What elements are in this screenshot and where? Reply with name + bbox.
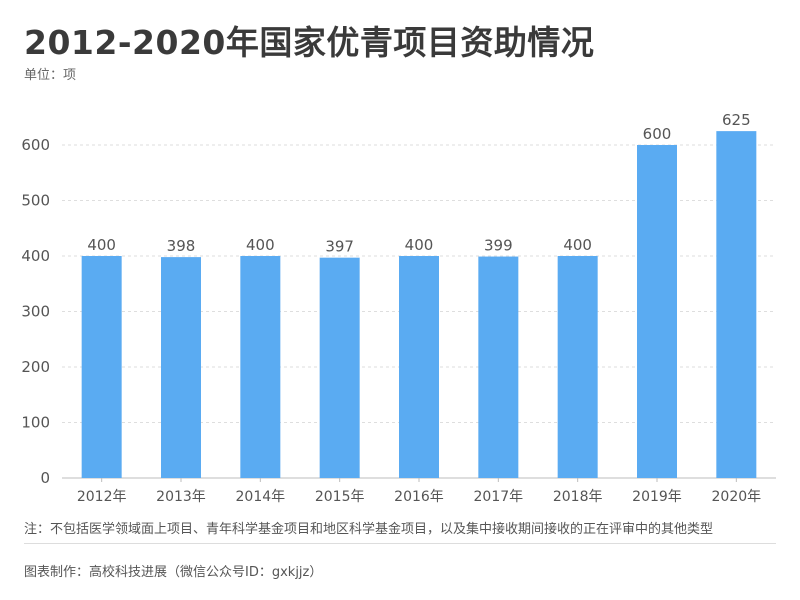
x-tick-label: 2019年: [632, 489, 682, 505]
data-label: 400: [246, 236, 275, 254]
bar: [399, 256, 439, 478]
x-tick-label: 2017年: [474, 489, 524, 505]
data-label: 400: [563, 236, 592, 254]
data-label: 400: [87, 236, 116, 254]
y-tick-label: 500: [21, 192, 50, 210]
x-tick-label: 2020年: [712, 489, 762, 505]
y-tick-label: 600: [21, 136, 50, 154]
data-label: 600: [643, 125, 672, 143]
bar-chart: 0 100 200 300 400 500 600 400 2012年 398 2013年 400 20…: [21, 111, 776, 505]
data-label: 400: [405, 236, 434, 254]
bar: [81, 256, 122, 478]
data-label: 625: [722, 111, 751, 129]
data-label: 397: [325, 238, 354, 256]
footnote: 注：不包括医学领域面上项目、青年科学基金项目和地区科学基金项目，以及集中接收期间…: [24, 522, 714, 537]
bar: [637, 145, 677, 478]
bar: [478, 256, 519, 478]
x-tick-label: 2013年: [156, 489, 206, 505]
source-credit: 图表制作：高校科技进展（微信公众号ID：gxkjjz）: [24, 565, 323, 580]
y-tick-label: 200: [21, 358, 50, 376]
chart-title: 2012-2020年国家优青项目资助情况: [24, 23, 595, 62]
data-label: 398: [167, 237, 196, 255]
bar: [557, 256, 598, 478]
bar: [161, 257, 201, 478]
unit-label: 单位：项: [24, 68, 77, 83]
x-tick-label: 2018年: [553, 489, 603, 505]
x-tick-label: 2016年: [394, 489, 444, 505]
data-label: 399: [484, 237, 513, 255]
y-tick-label: 300: [21, 303, 50, 321]
bar: [240, 256, 281, 478]
x-tick-label: 2012年: [77, 489, 127, 505]
x-tick-label: 2015年: [315, 489, 365, 505]
y-tick-label: 100: [21, 414, 50, 432]
bar: [716, 131, 757, 478]
y-tick-label: 0: [40, 469, 50, 487]
footer-divider: [24, 543, 776, 544]
bar: [319, 257, 360, 478]
x-tick-label: 2014年: [236, 489, 286, 505]
y-tick-label: 400: [21, 247, 50, 265]
